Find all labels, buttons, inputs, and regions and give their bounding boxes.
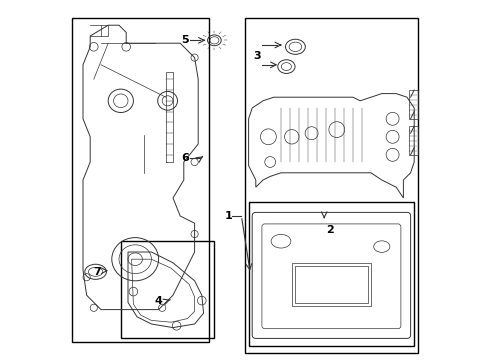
Text: 2: 2 (326, 225, 334, 235)
Bar (248, 202, 414, 346)
Text: 3: 3 (254, 51, 261, 61)
Text: 7: 7 (93, 267, 101, 277)
Text: 4: 4 (154, 296, 162, 306)
Text: 1: 1 (224, 211, 232, 221)
Text: 6: 6 (181, 153, 189, 163)
Bar (72, 18, 209, 342)
Bar (245, 18, 418, 353)
Bar (409, 90, 418, 119)
Text: 5: 5 (182, 35, 189, 45)
Bar (409, 126, 418, 155)
Bar (294, 266, 368, 303)
Bar (292, 263, 371, 306)
Bar (121, 241, 215, 338)
